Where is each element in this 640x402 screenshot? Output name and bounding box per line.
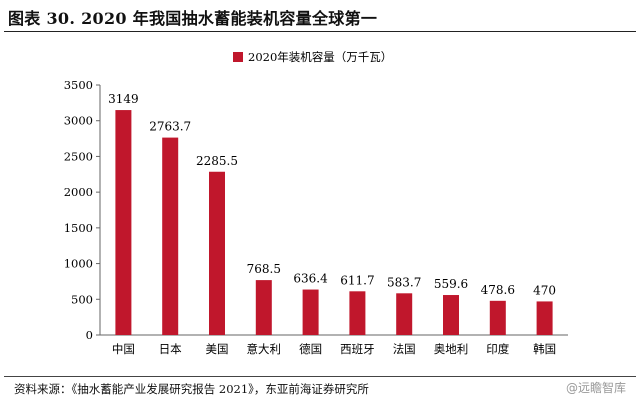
legend-label: 2020年装机容量（万千瓦） (248, 50, 392, 64)
y-tick-label: 500 (71, 292, 93, 306)
source-note: 资料来源：《抽水蓄能产业发展研究报告 2021》，东亚前海证券研究所 (14, 382, 369, 396)
data-label: 583.7 (387, 275, 421, 289)
x-tick-label: 韩国 (533, 342, 556, 356)
data-label: 768.5 (247, 262, 281, 276)
data-label: 2763.7 (149, 120, 191, 134)
data-label: 478.6 (481, 283, 515, 297)
x-tick-label: 日本 (159, 342, 182, 356)
y-tick-label: 3500 (64, 78, 93, 92)
x-tick-label: 法国 (393, 342, 416, 356)
y-tick-label: 1000 (64, 257, 93, 271)
bar (396, 293, 413, 335)
bar (162, 137, 179, 335)
x-tick-label: 中国 (112, 342, 135, 356)
source-divider (4, 376, 636, 377)
bar (489, 300, 506, 335)
data-label: 3149 (108, 92, 139, 106)
title-divider (4, 31, 636, 32)
data-label: 470 (533, 283, 556, 297)
watermark: @远瞻智库 (565, 381, 626, 395)
bar (443, 295, 459, 335)
bar (115, 110, 132, 335)
y-tick-label: 2500 (64, 149, 93, 163)
data-label: 559.6 (434, 277, 468, 291)
x-tick-label: 美国 (206, 342, 229, 356)
bar (209, 171, 225, 335)
x-tick-label: 印度 (486, 342, 509, 356)
x-tick-label: 德国 (299, 342, 322, 356)
data-labels: 3149 2763.7 2285.5 768.5 636.4 611.7 583.7 559.… (108, 92, 556, 297)
bar (536, 301, 553, 335)
chart-legend: 2020年装机容量（万千瓦） (233, 50, 392, 64)
data-label: 611.7 (340, 273, 374, 287)
x-tick-label: 奥地利 (434, 342, 469, 356)
x-axis: 中国 日本 美国 意大利 德国 西班牙 法国 奥地利 印度 韩国 (100, 334, 568, 356)
y-tick-label: 0 (86, 328, 93, 342)
x-tick-label: 意大利 (247, 342, 282, 356)
bar-chart: 2020年装机容量（万千瓦） 0 500 1000 1500 2000 2500 3000 3… (64, 50, 568, 356)
y-tick-label: 3000 (64, 114, 93, 128)
bar (302, 289, 319, 335)
x-tick-label: 西班牙 (340, 342, 375, 356)
y-tick-label: 1500 (64, 221, 93, 235)
y-axis: 0 500 1000 1500 2000 2500 3000 3500 (64, 78, 101, 342)
bar (255, 280, 272, 335)
bar-series (115, 110, 553, 335)
bar (349, 291, 366, 335)
figure-title: 图表 30. 2020 年我国抽水蓄能装机容量全球第一 (8, 9, 378, 28)
data-label: 2285.5 (196, 154, 238, 168)
legend-swatch (233, 52, 243, 62)
y-tick-label: 2000 (64, 185, 93, 199)
data-label: 636.4 (293, 272, 328, 286)
